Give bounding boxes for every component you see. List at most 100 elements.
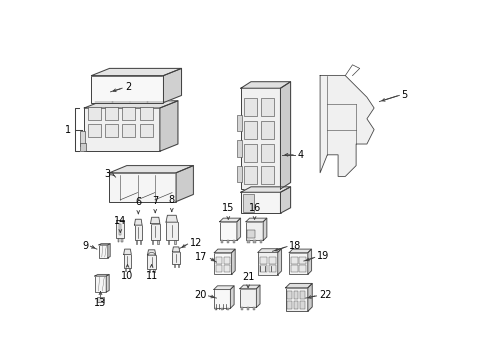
Bar (88, 124, 101, 137)
Text: 4: 4 (297, 150, 303, 160)
Bar (214, 253, 231, 274)
Polygon shape (280, 187, 290, 213)
Polygon shape (91, 68, 181, 76)
Bar (236, 140, 241, 157)
Bar (227, 240, 229, 243)
Polygon shape (163, 68, 181, 103)
Polygon shape (231, 249, 235, 274)
Bar (224, 265, 229, 272)
Bar (247, 240, 249, 243)
Bar (216, 257, 222, 264)
Bar (244, 121, 257, 139)
Polygon shape (123, 249, 131, 255)
Text: 8: 8 (168, 195, 175, 205)
Bar (233, 240, 235, 243)
Text: 10: 10 (121, 271, 133, 281)
Text: 17: 17 (195, 252, 207, 262)
Bar (226, 308, 228, 310)
Bar (260, 265, 266, 272)
Text: 3: 3 (104, 168, 110, 179)
Bar (241, 307, 243, 310)
Bar (260, 166, 274, 184)
Bar (286, 301, 291, 309)
Polygon shape (160, 101, 178, 151)
Bar (224, 257, 229, 264)
Polygon shape (213, 286, 234, 289)
Polygon shape (219, 218, 240, 222)
Bar (244, 98, 257, 116)
Text: 11: 11 (145, 271, 158, 281)
Text: 18: 18 (288, 240, 301, 251)
Bar (293, 301, 298, 309)
Polygon shape (172, 247, 179, 252)
Polygon shape (245, 218, 266, 222)
Polygon shape (280, 82, 290, 189)
Bar (288, 253, 307, 274)
Bar (140, 240, 141, 244)
Polygon shape (176, 166, 193, 202)
Text: 13: 13 (94, 298, 106, 308)
Bar (213, 289, 230, 308)
Text: 6: 6 (135, 197, 141, 207)
Polygon shape (285, 284, 311, 288)
Bar (119, 224, 121, 235)
Bar (122, 124, 135, 137)
Bar (258, 252, 277, 275)
Polygon shape (241, 187, 290, 192)
Polygon shape (99, 244, 110, 245)
Bar (80, 143, 86, 151)
Text: 14: 14 (114, 216, 126, 226)
Bar (129, 268, 130, 271)
Bar (236, 166, 241, 182)
Bar (80, 131, 85, 146)
Bar (260, 257, 266, 264)
Bar (268, 265, 275, 272)
Bar (84, 108, 160, 151)
Bar (140, 107, 152, 120)
Bar (244, 166, 257, 184)
Bar (109, 173, 176, 202)
Bar (97, 297, 103, 302)
Bar (91, 76, 163, 103)
Bar (236, 115, 241, 131)
Bar (221, 308, 223, 310)
Text: 5: 5 (401, 90, 407, 100)
Bar (290, 257, 297, 264)
Text: 22: 22 (318, 290, 331, 300)
Bar (122, 107, 135, 120)
Bar (243, 194, 254, 212)
Bar (172, 252, 179, 264)
Bar (105, 107, 118, 120)
Polygon shape (320, 76, 373, 176)
Text: 15: 15 (222, 203, 234, 213)
Polygon shape (147, 250, 156, 255)
Bar (241, 88, 280, 189)
Bar (260, 144, 274, 162)
Polygon shape (277, 249, 281, 275)
Bar (293, 291, 298, 299)
Bar (247, 230, 254, 238)
Bar (147, 255, 156, 269)
Bar (105, 124, 118, 137)
Text: 19: 19 (317, 251, 329, 261)
Bar (173, 264, 174, 267)
Polygon shape (134, 219, 142, 225)
Bar (259, 240, 261, 243)
Text: 1: 1 (65, 125, 71, 135)
Bar (88, 107, 101, 120)
Bar (177, 264, 178, 267)
Bar (246, 307, 249, 310)
Polygon shape (109, 166, 193, 173)
Polygon shape (258, 249, 281, 252)
Bar (174, 240, 176, 244)
Bar (140, 124, 152, 137)
Text: 2: 2 (125, 82, 131, 92)
Bar (95, 276, 106, 292)
Bar (260, 98, 274, 116)
Text: 21: 21 (242, 271, 254, 282)
Bar (148, 269, 150, 272)
Bar (252, 307, 254, 310)
Text: 20: 20 (194, 290, 206, 300)
Bar (300, 301, 305, 309)
Bar (99, 245, 108, 258)
